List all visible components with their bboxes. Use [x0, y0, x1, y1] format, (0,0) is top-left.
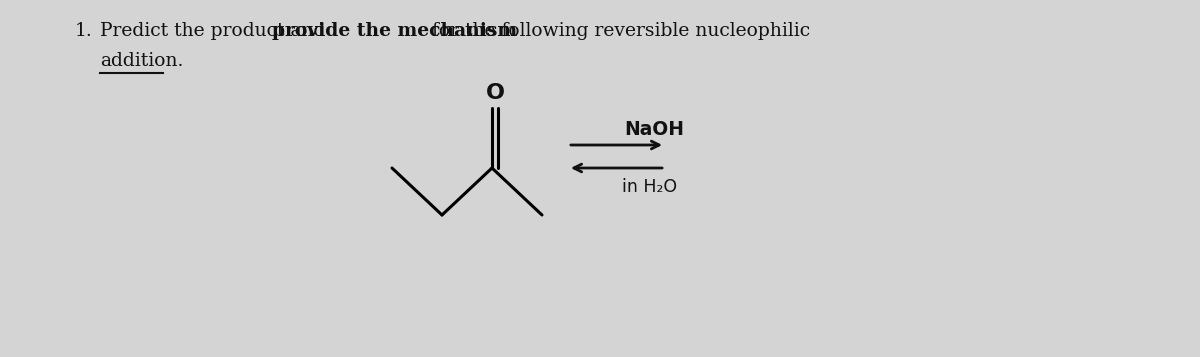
- Text: for the following reversible nucleophilic: for the following reversible nucleophili…: [426, 22, 810, 40]
- Text: in H₂O: in H₂O: [622, 178, 677, 196]
- Text: addition.: addition.: [100, 52, 184, 70]
- Text: NaOH: NaOH: [624, 120, 684, 139]
- Text: 1.: 1.: [74, 22, 92, 40]
- Text: O: O: [486, 83, 504, 103]
- Text: Predict the product and: Predict the product and: [100, 22, 331, 40]
- Text: provide the mechanism: provide the mechanism: [272, 22, 517, 40]
